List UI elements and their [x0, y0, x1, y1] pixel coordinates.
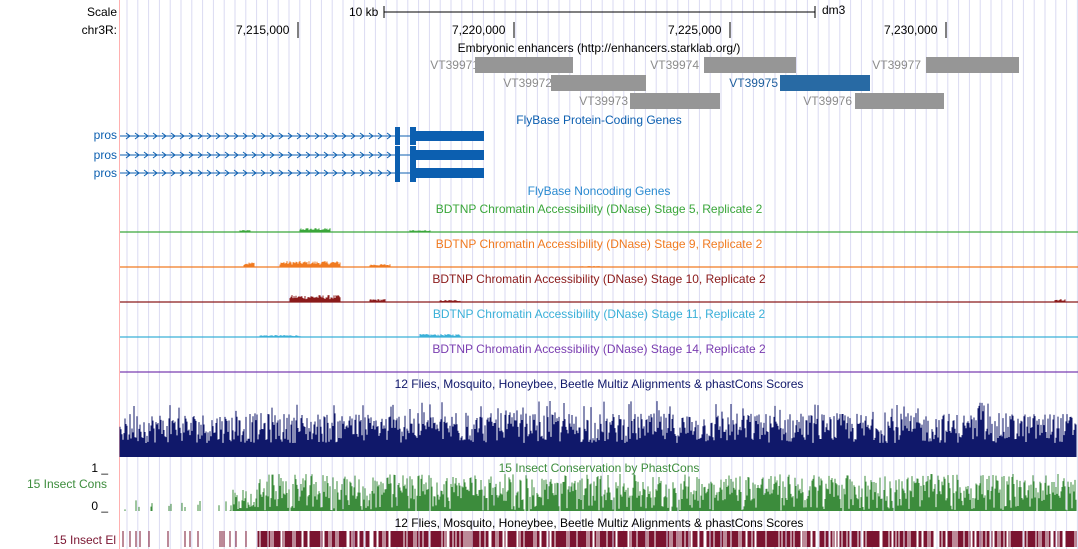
gene-exon: [395, 127, 400, 145]
gene-label-pros[interactable]: pros: [93, 148, 117, 162]
scale-label: Scale: [86, 5, 117, 19]
dnase-track-title[interactable]: BDTNP Chromatin Accessibility (DNase) St…: [432, 342, 766, 356]
dnase-track-title[interactable]: BDTNP Chromatin Accessibility (DNase) St…: [432, 272, 766, 286]
gene-exon: [416, 131, 484, 141]
phastcons-track-label[interactable]: 15 Insect Cons: [26, 477, 107, 491]
chrom-label: chr3R:: [81, 23, 117, 37]
dnase-track-title[interactable]: BDTNP Chromatin Accessibility (DNase) St…: [435, 237, 763, 251]
assembly-label: dm3: [822, 3, 846, 17]
gene-exon: [410, 127, 416, 145]
gene-exon: [410, 146, 416, 164]
gene-label-pros[interactable]: pros: [93, 166, 117, 180]
phastcons-axis-bottom: 0 _: [91, 499, 108, 513]
dnase-track-title[interactable]: BDTNP Chromatin Accessibility (DNase) St…: [432, 307, 766, 321]
dnase-signal: [259, 334, 461, 337]
enhancer-bar: [551, 75, 646, 91]
enhancer-bar: [780, 75, 870, 91]
enhancer-bar: [704, 57, 796, 73]
flybase-noncoding-track-title[interactable]: FlyBase Noncoding Genes: [527, 184, 671, 198]
strand-arrows: [125, 151, 392, 159]
elements-track-title[interactable]: 12 Flies, Mosquito, Honeybee, Beetle Mul…: [394, 516, 804, 530]
gene-exon: [416, 150, 484, 160]
gene-exon: [395, 164, 400, 182]
enhancer-bar: [855, 93, 944, 109]
phastcons-axis-top: 1 _: [91, 461, 108, 475]
enhancer-label[interactable]: VT39971: [430, 58, 479, 72]
elements-track-label[interactable]: 15 Insect El: [53, 533, 116, 547]
phastcons-signal: [124, 474, 1077, 511]
ruler-position: 7,225,000: [668, 23, 722, 37]
flybase-coding-track-title[interactable]: FlyBase Protein-Coding Genes: [516, 113, 682, 127]
enhancer-label[interactable]: VT39975: [729, 76, 778, 90]
dnase-signal: [239, 228, 431, 232]
enhancer-bar: [926, 57, 1019, 73]
multiz-track-title[interactable]: 12 Flies, Mosquito, Honeybee, Beetle Mul…: [394, 377, 804, 391]
enhancer-label[interactable]: VT39976: [803, 94, 852, 108]
dnase-signal: [243, 261, 601, 267]
strand-arrows: [125, 169, 392, 177]
enhancer-label[interactable]: VT39977: [872, 58, 921, 72]
enhancer-bar: [475, 57, 573, 73]
ruler-position: 7,230,000: [884, 23, 938, 37]
conserved-elements: [122, 531, 1077, 547]
gene-exon: [410, 164, 416, 182]
enhancer-label[interactable]: VT39972: [503, 76, 552, 90]
dnase-signal: [289, 295, 1066, 302]
strand-arrows: [125, 132, 392, 140]
scale-value: 10 kb: [349, 5, 379, 19]
enhancer-bar: [630, 93, 720, 109]
enhancer-label[interactable]: VT39974: [650, 58, 699, 72]
left-margin-line: [119, 0, 120, 549]
gene-exon: [395, 146, 400, 164]
ruler-position: 7,220,000: [452, 23, 506, 37]
enhancers-track-title[interactable]: Embryonic enhancers (http://enhancers.st…: [457, 41, 741, 55]
dnase-track-title[interactable]: BDTNP Chromatin Accessibility (DNase) St…: [435, 202, 763, 216]
enhancer-label[interactable]: VT39973: [579, 94, 628, 108]
gene-label-pros[interactable]: pros: [93, 128, 117, 142]
multiz-density: [119, 401, 1077, 457]
gene-exon: [416, 168, 484, 178]
ruler-position: 7,215,000: [236, 23, 290, 37]
phastcons-track-title[interactable]: 15 Insect Conservation by PhastCons: [498, 461, 700, 475]
